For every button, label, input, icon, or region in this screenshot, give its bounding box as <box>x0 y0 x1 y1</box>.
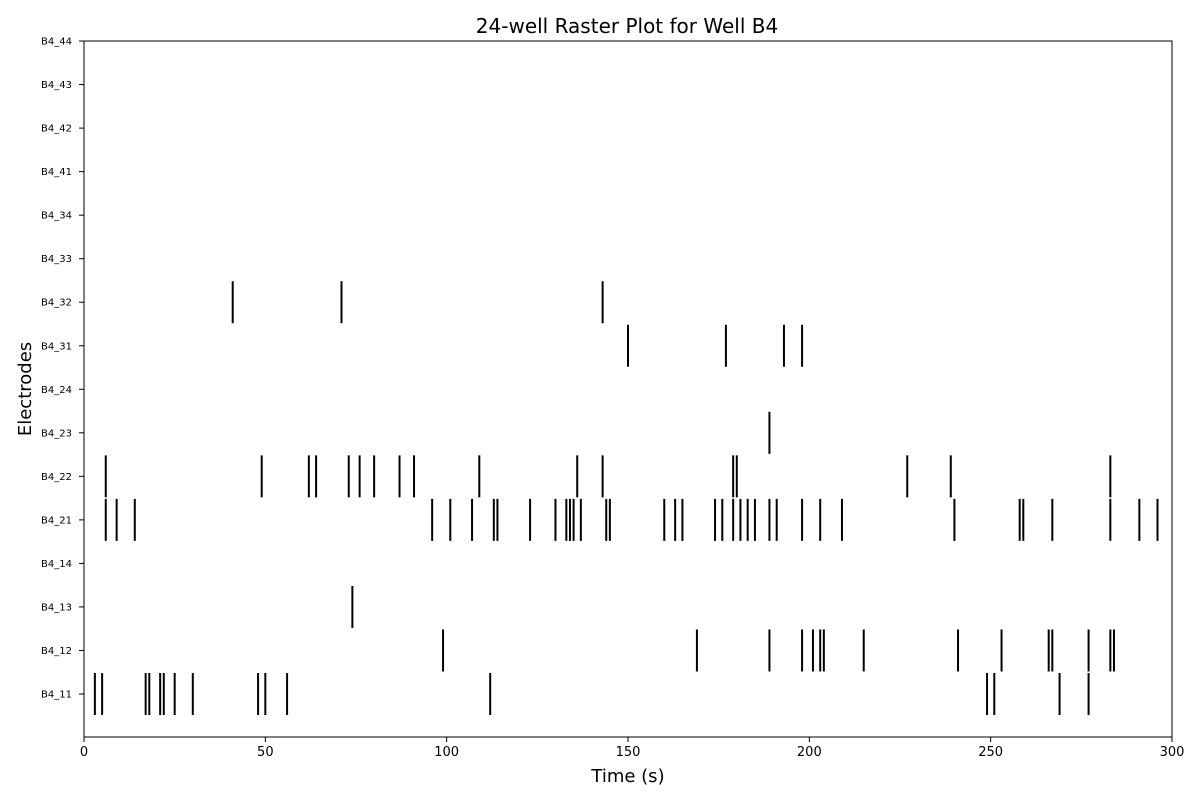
x-tick-label: 150 <box>616 745 641 760</box>
x-tick-label: 0 <box>80 745 88 760</box>
y-tick-label: B4_33 <box>41 254 72 265</box>
y-tick-label: B4_14 <box>41 559 72 570</box>
y-tick-label: B4_44 <box>41 37 72 48</box>
y-tick-label: B4_34 <box>41 211 72 222</box>
y-tick-label: B4_13 <box>41 602 72 613</box>
y-tick-label: B4_31 <box>41 341 72 352</box>
x-axis-label: Time (s) <box>590 766 664 787</box>
x-tick-label: 100 <box>434 745 459 760</box>
spike-group <box>93 281 1159 715</box>
x-tick-label: 200 <box>797 745 822 760</box>
y-axis-label: Electrodes <box>15 342 36 436</box>
y-axis: B4_11 B4_12 B4_13 B4_14 B4_21 B4_22 B4_23 B4_24… <box>41 37 84 701</box>
x-axis: 0 50 100 150 200 250 300 <box>80 737 1185 760</box>
x-tick-label: 300 <box>1160 745 1185 760</box>
y-tick-label: B4_24 <box>41 385 72 396</box>
y-tick-label: B4_41 <box>41 167 72 178</box>
y-tick-label: B4_12 <box>41 646 72 657</box>
y-tick-label: B4_43 <box>41 80 72 91</box>
y-tick-label: B4_11 <box>41 690 72 701</box>
y-tick-label: B4_21 <box>41 515 72 526</box>
x-tick-label: 250 <box>978 745 1003 760</box>
plot-area <box>83 40 1173 738</box>
x-tick-label: 50 <box>257 745 274 760</box>
y-tick-label: B4_22 <box>41 472 72 483</box>
chart-title: 24-well Raster Plot for Well B4 <box>476 14 778 38</box>
y-tick-label: B4_23 <box>41 428 72 439</box>
y-tick-label: B4_42 <box>41 124 72 135</box>
y-tick-label: B4_32 <box>41 298 72 309</box>
